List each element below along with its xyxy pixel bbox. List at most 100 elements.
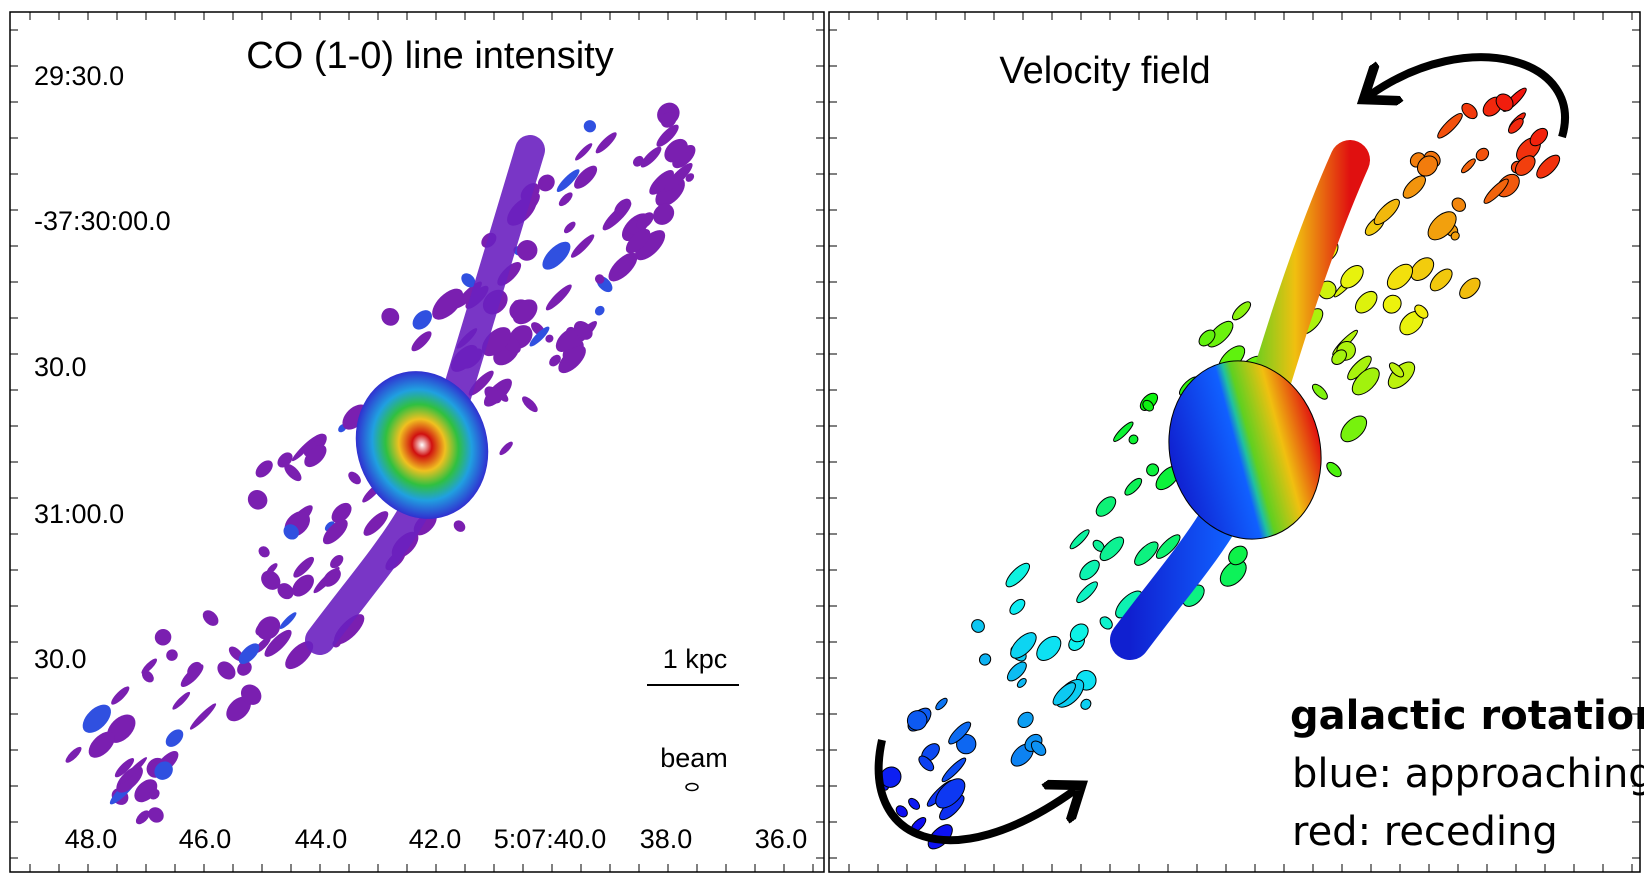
clump xyxy=(664,138,688,163)
y-label: 29:30.0 xyxy=(34,61,124,91)
clump xyxy=(238,643,260,665)
clump xyxy=(135,810,150,825)
clump xyxy=(258,546,270,558)
clump xyxy=(573,321,593,340)
clump xyxy=(381,307,400,326)
clump xyxy=(1508,118,1524,134)
x-label: 5:07:40.0 xyxy=(494,824,607,854)
clump xyxy=(120,757,148,785)
clump xyxy=(537,174,555,192)
clump xyxy=(1351,367,1380,396)
y-label: -37:30:00.0 xyxy=(34,206,171,236)
clump xyxy=(1514,155,1536,176)
clump xyxy=(664,163,693,192)
clump xyxy=(1069,529,1090,550)
clump xyxy=(653,203,675,225)
clump xyxy=(333,614,365,645)
clump xyxy=(1483,178,1509,204)
clump xyxy=(484,386,502,404)
clump xyxy=(1451,197,1467,212)
clump xyxy=(583,120,597,133)
legend-line: blue: approaching xyxy=(1292,751,1644,797)
clump xyxy=(277,452,293,468)
clump xyxy=(672,144,696,169)
clump xyxy=(556,169,580,192)
clump xyxy=(1142,399,1155,412)
clump xyxy=(1052,682,1076,706)
clump xyxy=(1427,211,1457,241)
clump xyxy=(154,761,173,780)
clump xyxy=(595,132,617,154)
clump xyxy=(602,201,632,231)
clump xyxy=(640,146,662,168)
clump xyxy=(1437,112,1463,139)
clump xyxy=(1198,329,1216,347)
left-title: CO (1-0) line intensity xyxy=(246,35,613,77)
x-label: 42.0 xyxy=(409,824,462,854)
clump xyxy=(1450,231,1460,241)
legend-line: red: receding xyxy=(1292,809,1558,855)
clump xyxy=(1005,562,1030,588)
clump xyxy=(1099,616,1113,630)
clump xyxy=(1429,268,1453,292)
x-label: 44.0 xyxy=(295,824,348,854)
clump xyxy=(1016,678,1027,688)
clump xyxy=(293,556,315,578)
clump xyxy=(432,288,464,320)
clump xyxy=(542,241,571,270)
clump xyxy=(82,704,111,733)
clump xyxy=(1386,263,1414,290)
clump xyxy=(1076,581,1098,604)
clump xyxy=(237,661,252,676)
clump xyxy=(304,444,327,468)
clump xyxy=(685,173,695,182)
clump xyxy=(656,124,679,147)
x-label: 38.0 xyxy=(640,824,693,854)
clump xyxy=(594,305,605,316)
clump xyxy=(545,334,554,343)
clump xyxy=(895,805,908,818)
clump xyxy=(558,192,573,207)
clump xyxy=(331,502,352,523)
clump xyxy=(1331,349,1347,365)
clump xyxy=(660,112,677,128)
clump xyxy=(165,729,184,747)
clump xyxy=(1155,534,1181,559)
clump xyxy=(1382,294,1402,314)
clump xyxy=(935,697,948,711)
y-label: 31:00.0 xyxy=(34,499,124,529)
clump xyxy=(266,563,278,575)
clump xyxy=(625,228,651,254)
clump xyxy=(291,436,317,462)
clump xyxy=(322,519,348,545)
clump xyxy=(256,616,281,640)
clump xyxy=(453,520,466,532)
clump xyxy=(226,696,251,722)
clump xyxy=(1017,711,1034,729)
clump xyxy=(948,721,972,745)
clump xyxy=(918,755,935,772)
frame-ticks xyxy=(10,12,1640,872)
right-frame xyxy=(828,11,1641,873)
clump xyxy=(1402,175,1426,199)
clump xyxy=(1079,559,1100,581)
clump xyxy=(1232,301,1252,321)
clump xyxy=(264,629,292,657)
clump xyxy=(1206,320,1234,348)
clump xyxy=(1416,155,1438,177)
clump xyxy=(1340,265,1364,289)
clump xyxy=(1373,198,1400,226)
clump xyxy=(279,612,297,629)
clump xyxy=(608,252,638,282)
clump xyxy=(141,658,158,675)
clump xyxy=(240,684,262,705)
clump xyxy=(285,641,314,670)
clump xyxy=(1124,477,1143,496)
clump xyxy=(1410,257,1435,281)
clump xyxy=(549,354,561,367)
clump xyxy=(570,234,595,258)
clump xyxy=(88,731,115,758)
clump xyxy=(1529,127,1549,147)
beam-ellipse xyxy=(685,782,699,792)
